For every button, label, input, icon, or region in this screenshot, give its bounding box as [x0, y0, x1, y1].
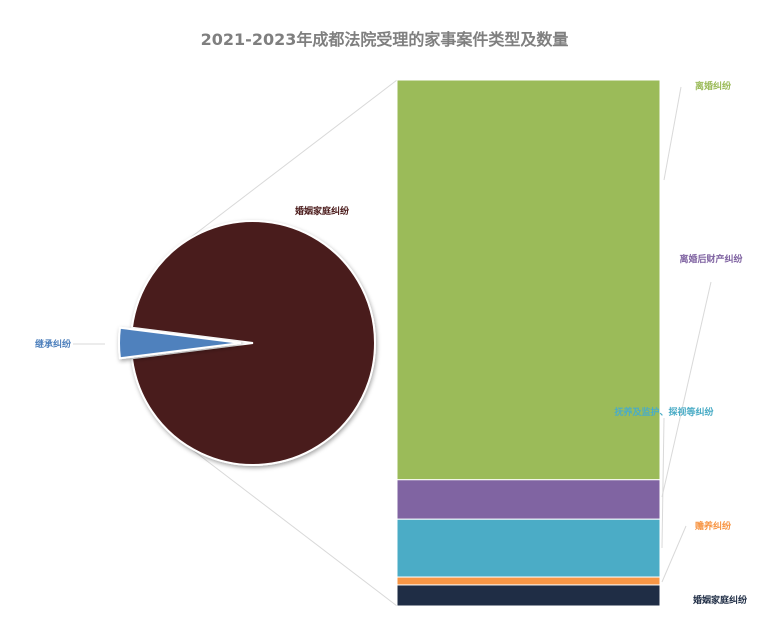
bar-segment-2 — [396, 518, 661, 578]
bar-label-1: 离婚后财产纠纷 — [679, 253, 742, 265]
pie-label-0: 婚姻家庭纠纷 — [295, 205, 349, 217]
bar-segment-4 — [396, 584, 661, 607]
bar-leader-1 — [661, 281, 712, 498]
bar-label-3: 赡养纠纷 — [694, 520, 731, 532]
pie-label-1: 继承纠纷 — [35, 338, 71, 350]
pie-slice-- — [118, 326, 242, 360]
pie — [118, 220, 376, 466]
bar-segment-1 — [396, 479, 661, 520]
bar-leader-0 — [663, 86, 682, 181]
bar-segment-0 — [396, 79, 661, 481]
bar-leader-3 — [661, 525, 687, 583]
stacked-bar — [396, 79, 661, 607]
data-labels: 婚姻家庭纠纷继承纠纷离婚纠纷离婚后财产纠纷抚养及监护、探视等纠纷赡养纠纷婚姻家庭… — [35, 80, 747, 606]
pie-slice-- — [130, 220, 376, 466]
connector-top — [189, 79, 398, 239]
bar-label-4: 婚姻家庭纠纷 — [693, 594, 747, 606]
bar-segment-3 — [396, 576, 661, 586]
bar-label-0: 离婚纠纷 — [695, 80, 731, 92]
bar-leader-2 — [661, 417, 665, 549]
connector-lines — [189, 79, 398, 607]
chart-title: 2021-2023年成都法院受理的家事案件类型及数量 — [200, 30, 569, 49]
connector-bottom — [189, 447, 398, 607]
bar-label-2: 抚养及监护、探视等纠纷 — [614, 406, 713, 418]
